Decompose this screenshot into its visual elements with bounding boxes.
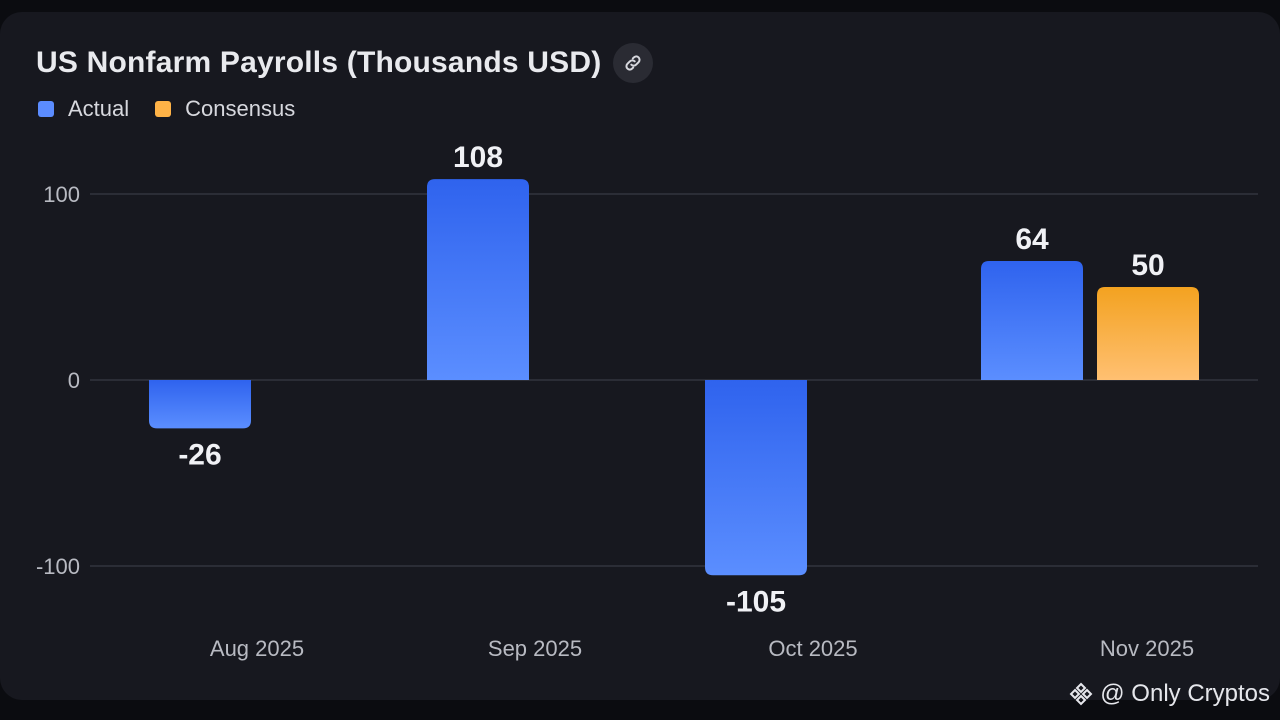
title-row: US Nonfarm Payrolls (Thousands USD) <box>36 43 654 83</box>
legend-swatch-consensus <box>155 101 172 117</box>
legend-label-consensus: Consensus <box>185 96 296 121</box>
data-label: 50 <box>1131 249 1164 282</box>
y-tick-label: -100 <box>36 554 80 579</box>
x-tick-label: Aug 2025 <box>210 636 304 661</box>
x-tick-label: Nov 2025 <box>1100 636 1194 661</box>
link-icon <box>625 55 641 71</box>
bar-actual-oct-2025[interactable] <box>705 380 807 576</box>
data-label: 64 <box>1015 223 1049 256</box>
bar-actual-nov-2025[interactable] <box>981 260 1083 380</box>
y-tick-label: 100 <box>43 182 80 207</box>
watermark: @ Only Cryptos <box>1068 680 1270 708</box>
link-button[interactable] <box>613 43 654 83</box>
legend-swatch-actual <box>38 101 54 117</box>
legend-item-consensus[interactable]: Consensus <box>155 96 295 122</box>
data-label: 108 <box>453 141 503 174</box>
chart-title: US Nonfarm Payrolls (Thousands USD) <box>36 46 602 79</box>
bar-consensus-nov-2025[interactable] <box>1097 287 1199 380</box>
data-label: -105 <box>726 585 786 618</box>
bar-actual-aug-2025[interactable] <box>149 380 251 429</box>
watermark-text: @ Only Cryptos <box>1100 680 1270 707</box>
y-tick-label: 0 <box>68 368 80 393</box>
bar-actual-sep-2025[interactable] <box>427 179 529 380</box>
binance-diamond-logo <box>1069 682 1093 706</box>
x-tick-label: Sep 2025 <box>488 636 582 661</box>
data-label: -26 <box>178 438 221 471</box>
legend-label-actual: Actual <box>68 96 130 121</box>
legend: Actual Consensus <box>38 96 295 122</box>
x-tick-label: Oct 2025 <box>768 636 857 661</box>
legend-item-actual[interactable]: Actual <box>38 96 129 122</box>
